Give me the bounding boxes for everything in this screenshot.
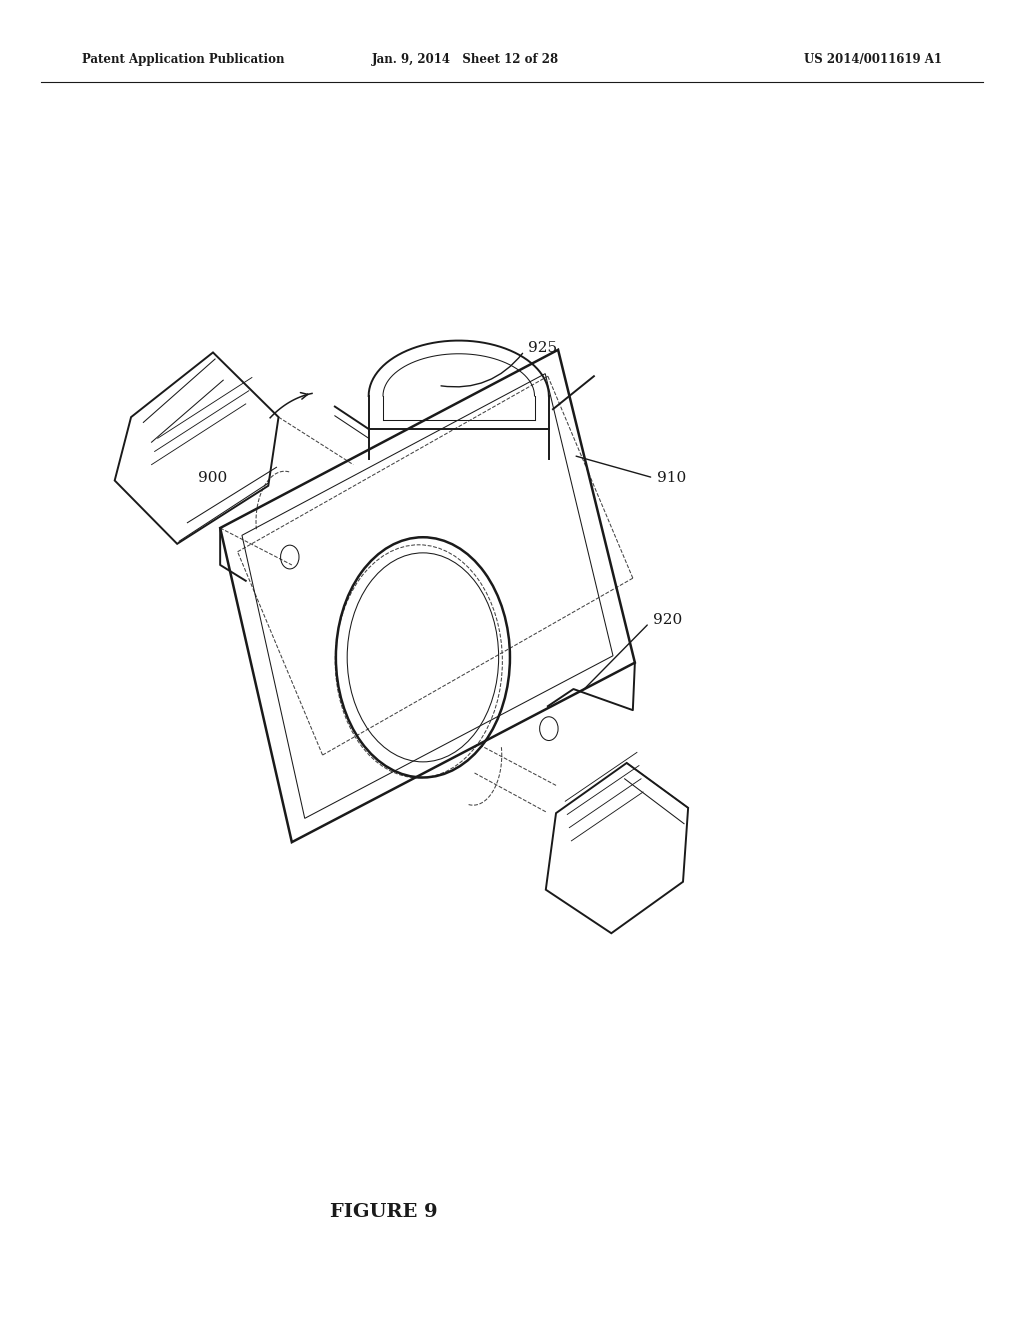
Text: US 2014/0011619 A1: US 2014/0011619 A1 [804,53,942,66]
Text: 920: 920 [653,614,683,627]
Text: 900: 900 [198,471,227,484]
Text: 910: 910 [657,471,687,484]
Text: Patent Application Publication: Patent Application Publication [82,53,285,66]
Text: 925: 925 [528,342,557,355]
Text: FIGURE 9: FIGURE 9 [330,1203,438,1221]
Text: Jan. 9, 2014   Sheet 12 of 28: Jan. 9, 2014 Sheet 12 of 28 [373,53,559,66]
